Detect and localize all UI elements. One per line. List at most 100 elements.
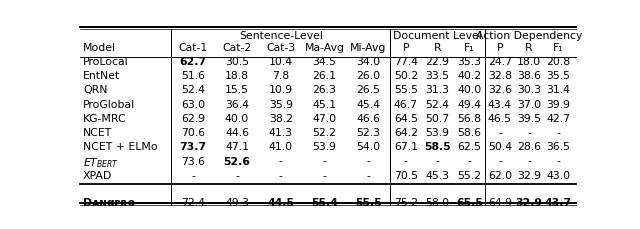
Text: 33.5: 33.5	[426, 71, 450, 81]
Text: Cat-1: Cat-1	[179, 42, 208, 52]
Text: -: -	[436, 156, 440, 166]
Text: 47.0: 47.0	[312, 113, 337, 123]
Text: 43.4: 43.4	[488, 99, 512, 109]
Text: Dᴀɴɑᴘʀᴏ: Dᴀɴɑᴘʀᴏ	[83, 197, 135, 207]
Text: 35.5: 35.5	[547, 71, 570, 81]
Text: 34.5: 34.5	[312, 57, 337, 67]
Text: Document Level: Document Level	[394, 30, 482, 41]
Text: 24.7: 24.7	[488, 57, 512, 67]
Text: 37.0: 37.0	[517, 99, 541, 109]
Text: 49.3: 49.3	[225, 197, 249, 207]
Text: 45.3: 45.3	[426, 170, 450, 180]
Text: F₁: F₁	[553, 42, 564, 52]
Text: 53.9: 53.9	[426, 128, 450, 137]
Text: 34.0: 34.0	[356, 57, 380, 67]
Text: 30.3: 30.3	[517, 85, 541, 95]
Text: -: -	[467, 156, 472, 166]
Text: 26.0: 26.0	[356, 71, 380, 81]
Text: -: -	[404, 156, 408, 166]
Text: 51.6: 51.6	[181, 71, 205, 81]
Text: 73.7: 73.7	[180, 142, 207, 152]
Text: Ma-Avg: Ma-Avg	[305, 42, 344, 52]
Text: 36.4: 36.4	[225, 99, 249, 109]
Text: 22.9: 22.9	[426, 57, 450, 67]
Text: 36.5: 36.5	[547, 142, 570, 152]
Text: 67.1: 67.1	[394, 142, 418, 152]
Text: -: -	[279, 170, 283, 180]
Text: 35.9: 35.9	[269, 99, 292, 109]
Text: 64.5: 64.5	[394, 113, 418, 123]
Text: 62.9: 62.9	[181, 113, 205, 123]
Text: 58.6: 58.6	[458, 128, 481, 137]
Text: 73.6: 73.6	[181, 156, 205, 166]
Text: 32.9: 32.9	[517, 170, 541, 180]
Text: 56.8: 56.8	[458, 113, 481, 123]
Text: Model: Model	[83, 42, 116, 52]
Text: 46.5: 46.5	[488, 113, 512, 123]
Text: EntNet: EntNet	[83, 71, 120, 81]
Text: 45.4: 45.4	[356, 99, 380, 109]
Text: 7.8: 7.8	[272, 71, 289, 81]
Text: 44.6: 44.6	[225, 128, 249, 137]
Text: 10.4: 10.4	[269, 57, 292, 67]
Text: Action Dependency: Action Dependency	[476, 30, 582, 41]
Text: -: -	[323, 170, 326, 180]
Text: NCET + ELMo: NCET + ELMo	[83, 142, 157, 152]
Text: 26.1: 26.1	[312, 71, 337, 81]
Text: 63.0: 63.0	[181, 99, 205, 109]
Text: 15.5: 15.5	[225, 85, 249, 95]
Text: -: -	[498, 156, 502, 166]
Text: R: R	[525, 42, 533, 52]
Text: 10.9: 10.9	[269, 85, 292, 95]
Text: Cat-3: Cat-3	[266, 42, 295, 52]
Text: F₁: F₁	[464, 42, 475, 52]
Text: 62.0: 62.0	[488, 170, 512, 180]
Text: 40.0: 40.0	[225, 113, 249, 123]
Text: 49.4: 49.4	[458, 99, 481, 109]
Text: 43.0: 43.0	[547, 170, 570, 180]
Text: $ET_{BERT}$: $ET_{BERT}$	[83, 156, 119, 170]
Text: Cat-2: Cat-2	[222, 42, 252, 52]
Text: 18.0: 18.0	[517, 57, 541, 67]
Text: ProGlobal: ProGlobal	[83, 99, 135, 109]
Text: -: -	[366, 156, 370, 166]
Text: 72.4: 72.4	[181, 197, 205, 207]
Text: XPAD: XPAD	[83, 170, 113, 180]
Text: 28.6: 28.6	[517, 142, 541, 152]
Text: 44.5: 44.5	[268, 197, 294, 207]
Text: 75.2: 75.2	[394, 197, 418, 207]
Text: 64.2: 64.2	[394, 128, 418, 137]
Text: R: R	[434, 42, 442, 52]
Text: 50.4: 50.4	[488, 142, 512, 152]
Text: 54.0: 54.0	[356, 142, 380, 152]
Text: 41.3: 41.3	[269, 128, 292, 137]
Text: 58.5: 58.5	[424, 142, 451, 152]
Text: P: P	[403, 42, 409, 52]
Text: -: -	[191, 170, 195, 180]
Text: 52.6: 52.6	[223, 156, 250, 166]
Text: QRN: QRN	[83, 85, 108, 95]
Text: 70.6: 70.6	[181, 128, 205, 137]
Text: 47.1: 47.1	[225, 142, 249, 152]
Text: 31.3: 31.3	[426, 85, 450, 95]
Text: 40.0: 40.0	[458, 85, 481, 95]
Text: -: -	[527, 128, 531, 137]
Text: -: -	[556, 156, 560, 166]
Text: 77.4: 77.4	[394, 57, 418, 67]
Text: ProLocal: ProLocal	[83, 57, 129, 67]
Text: 32.6: 32.6	[488, 85, 512, 95]
Text: 46.6: 46.6	[356, 113, 380, 123]
Text: 50.7: 50.7	[426, 113, 450, 123]
Text: 32.8: 32.8	[488, 71, 512, 81]
Text: 31.4: 31.4	[547, 85, 570, 95]
Text: -: -	[498, 128, 502, 137]
Text: 20.8: 20.8	[547, 57, 570, 67]
Text: 52.2: 52.2	[312, 128, 337, 137]
Text: -: -	[279, 156, 283, 166]
Text: 55.5: 55.5	[355, 197, 381, 207]
Text: 53.9: 53.9	[312, 142, 337, 152]
Text: 46.7: 46.7	[394, 99, 418, 109]
Text: 39.9: 39.9	[547, 99, 570, 109]
Text: 41.0: 41.0	[269, 142, 292, 152]
Text: 50.2: 50.2	[394, 71, 418, 81]
